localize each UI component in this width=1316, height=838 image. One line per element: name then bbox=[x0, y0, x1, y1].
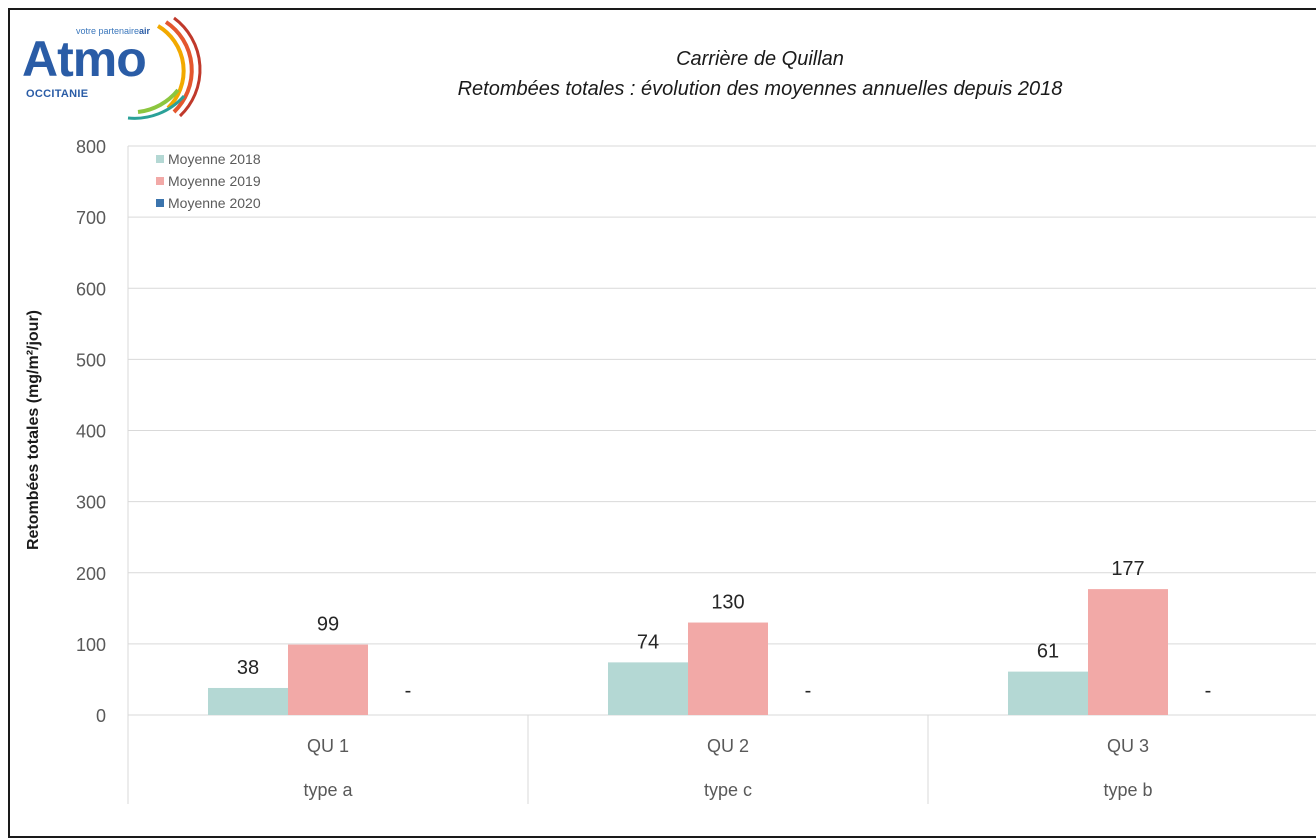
data-label: - bbox=[1205, 680, 1212, 702]
data-label: 130 bbox=[711, 592, 744, 614]
logo-arcs-icon bbox=[127, 16, 202, 120]
y-tick-label: 800 bbox=[76, 137, 106, 157]
bar-moyenne-2019 bbox=[288, 644, 368, 715]
legend-swatch-2018 bbox=[156, 155, 164, 163]
data-label: 99 bbox=[317, 614, 339, 636]
legend-label-2018: Moyenne 2018 bbox=[168, 151, 261, 167]
legend-item-2020: Moyenne 2020 bbox=[156, 192, 261, 214]
legend-swatch-2019 bbox=[156, 177, 164, 185]
data-label: 177 bbox=[1111, 558, 1144, 580]
x-tick-sublabel: type c bbox=[704, 780, 752, 800]
chart-legend: Moyenne 2018 Moyenne 2019 Moyenne 2020 bbox=[156, 148, 261, 214]
y-tick-label: 700 bbox=[76, 208, 106, 228]
bar-moyenne-2019 bbox=[688, 622, 768, 715]
bar-moyenne-2018 bbox=[1008, 671, 1088, 715]
bar-moyenne-2018 bbox=[208, 687, 288, 715]
x-tick-label: QU 3 bbox=[1107, 736, 1149, 756]
bar-moyenne-2019 bbox=[1088, 589, 1168, 715]
legend-item-2018: Moyenne 2018 bbox=[156, 148, 261, 170]
legend-swatch-2020 bbox=[156, 199, 164, 207]
data-label: - bbox=[805, 680, 812, 702]
chart-title: Carrière de Quillan bbox=[676, 48, 844, 70]
logo-region: OCCITANIE bbox=[26, 88, 89, 100]
y-tick-label: 100 bbox=[76, 635, 106, 655]
y-tick-label: 600 bbox=[76, 279, 106, 299]
legend-label-2019: Moyenne 2019 bbox=[168, 173, 261, 189]
data-label: 38 bbox=[237, 657, 259, 679]
y-tick-label: 300 bbox=[76, 493, 106, 513]
x-tick-sublabel: type a bbox=[303, 780, 353, 800]
y-axis-title: Retombées totales (mg/m²/jour) bbox=[25, 310, 42, 550]
chart-title-block: Carrière de Quillan Retombées totales : … bbox=[380, 44, 1140, 104]
data-label: - bbox=[405, 680, 412, 702]
y-tick-label: 200 bbox=[76, 564, 106, 584]
legend-label-2020: Moyenne 2020 bbox=[168, 195, 261, 211]
legend-item-2019: Moyenne 2019 bbox=[156, 170, 261, 192]
y-tick-label: 500 bbox=[76, 350, 106, 370]
x-tick-sublabel: type b bbox=[1103, 780, 1152, 800]
y-tick-label: 400 bbox=[76, 422, 106, 442]
logo-wordmark: Atmo bbox=[22, 31, 147, 87]
logo-tagline: votre partenaireair bbox=[76, 26, 151, 36]
bar-chart: 0 100 200 300 400 500 600 700 800 Retombées total… bbox=[25, 137, 1316, 804]
data-label: 74 bbox=[637, 631, 659, 653]
y-tick-label: 0 bbox=[96, 706, 106, 726]
bar-moyenne-2018 bbox=[608, 662, 688, 715]
data-label: 61 bbox=[1037, 641, 1059, 663]
chart-subtitle: Retombées totales : évolution des moyenn… bbox=[457, 78, 1063, 100]
atmo-logo: Atmo votre partenaireair OCCITANIE bbox=[18, 16, 203, 126]
x-tick-label: QU 2 bbox=[707, 736, 749, 756]
x-tick-label: QU 1 bbox=[307, 736, 349, 756]
